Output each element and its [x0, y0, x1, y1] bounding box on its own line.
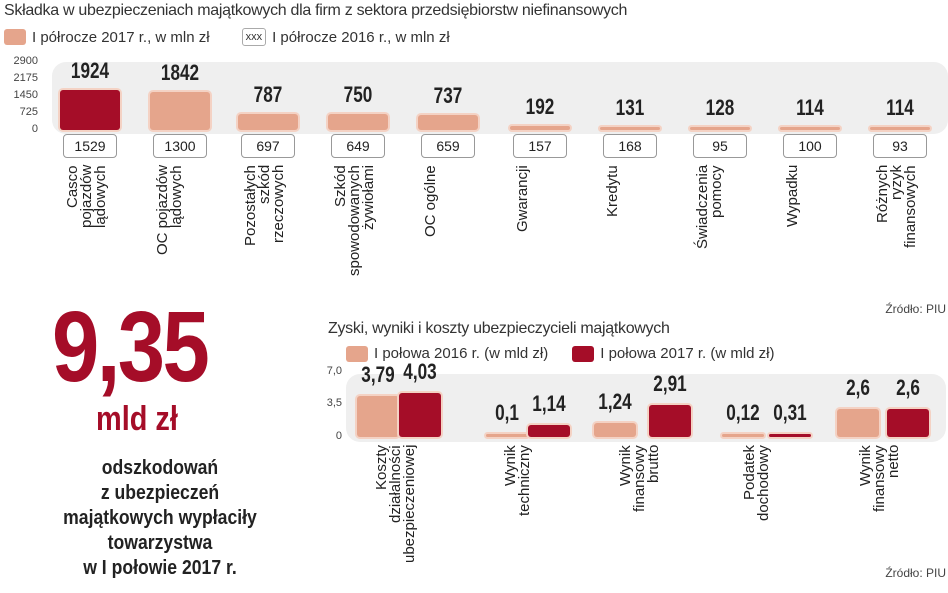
bar-2017 [399, 393, 441, 437]
value-label-2017: 737 [433, 82, 463, 108]
bar-2016 [837, 408, 879, 437]
bar-2017 [510, 126, 570, 130]
category-label: Wynik techniczny [502, 445, 533, 516]
category-label: OC ogólne [422, 165, 439, 237]
y-tick-label: 2900 [13, 55, 38, 67]
category-label: Casco pojazdów lądowych [64, 165, 109, 229]
value-label-2017: 0,31 [773, 399, 807, 425]
value-label-2016: 3,79 [361, 361, 395, 387]
legend-marker-2016: xxx [241, 28, 267, 46]
value-label-2016: 95 [693, 134, 747, 158]
value-label-2017: 128 [705, 95, 735, 120]
bar-2017 [60, 90, 120, 130]
bar-2017 [887, 408, 929, 437]
value-label-2017: 4,03 [403, 359, 437, 384]
bar-2017 [780, 127, 840, 130]
value-label-2016: 0,12 [726, 400, 760, 425]
legend-label-2016: I półrocze 2016 r., w mln zł [272, 28, 450, 46]
value-label-2017: 131 [615, 95, 645, 120]
value-label-2016: 1529 [63, 134, 117, 158]
bar-2016 [722, 434, 764, 437]
value-label-2017: 114 [886, 95, 914, 120]
bar-2017 [528, 424, 570, 437]
legend-label-2016: I połowa 2016 r. (w mld zł) [374, 345, 549, 362]
y-tick-label: 1450 [13, 89, 38, 101]
bar-2017 [649, 405, 691, 437]
bottom-chart-title: Zyski, wyniki i koszty ubezpieczycieli m… [328, 320, 670, 337]
y-tick-label: 2175 [13, 72, 38, 84]
bar-2016 [357, 395, 399, 437]
category-label: Wynik finansowy netto [857, 445, 902, 512]
legend-swatch-2016 [346, 345, 368, 362]
y-tick-label: 7,0 [326, 365, 342, 377]
top-chart-title: Składka w ubezpieczeniach majątkowych dl… [4, 2, 628, 19]
highlight-value: 9,35 [52, 291, 210, 403]
category-label: Szkód spowodowanych żywiołami [332, 165, 377, 276]
value-label-2016: 93 [873, 134, 927, 158]
bar-2017 [238, 113, 298, 130]
value-label-2016: 697 [241, 134, 295, 158]
value-label-2016: 659 [421, 134, 475, 158]
bottom-legend: I połowa 2016 r. (w mld zł) I połowa 201… [346, 345, 775, 362]
y-tick-label: 3,5 [326, 397, 342, 409]
value-label-2016: 100 [783, 134, 837, 158]
category-label: Koszty działalności ubezpieczeniowej [373, 445, 418, 564]
bar-2017 [769, 433, 811, 437]
category-label: Gwarancji [514, 165, 531, 232]
value-label-2016: 2,6 [846, 374, 870, 400]
value-label-2017: 750 [343, 82, 373, 108]
value-label-2016: 649 [331, 134, 385, 158]
legend-swatch-2017 [4, 29, 26, 45]
value-label-2017: 1924 [70, 58, 110, 83]
value-label-2017: 1842 [160, 59, 200, 85]
y-tick-label: 0 [31, 123, 38, 135]
category-label: Kredytu [604, 165, 621, 217]
value-label-2016: 0,1 [495, 400, 519, 425]
legend-label-2017: I połowa 2017 r. (w mld zł) [600, 345, 775, 362]
legend-swatch-2017 [572, 345, 595, 362]
y-tick-label: 0 [335, 430, 342, 442]
legend-label-2017: I półrocze 2017 r., w mln zł [32, 28, 210, 46]
bar-2016 [486, 434, 528, 437]
value-label-2016: 157 [513, 134, 567, 158]
top-source: Źródło: PIU [885, 302, 946, 316]
bar-2017 [150, 91, 210, 130]
category-label: Podatek dochodowy [740, 445, 772, 521]
highlight-text: odszkodowań z ubezpieczeń majątkowych wy… [63, 457, 257, 579]
top-legend: I półrocze 2017 r., w mln zł xxx I półro… [4, 28, 450, 46]
category-label: Świadczenia pomocy [694, 165, 725, 250]
value-label-2017: 192 [525, 94, 555, 119]
category-label: Wypadku [784, 165, 801, 228]
value-label-2016: 1,24 [598, 389, 632, 415]
bar-2017 [870, 127, 930, 130]
value-label-2017: 2,91 [653, 371, 687, 397]
category-label: Pozostałych szkód rzeczowych [242, 165, 287, 246]
bar-2017 [328, 114, 388, 130]
value-label-2016: 1300 [153, 134, 207, 158]
value-label-2016: 168 [603, 134, 657, 158]
bar-2017 [600, 127, 660, 130]
value-label-2017: 2,6 [896, 374, 920, 400]
value-label-2017: 787 [253, 81, 283, 107]
bar-2017 [690, 127, 750, 130]
bar-2016 [594, 423, 636, 437]
category-label: OC pojazdów lądowych [154, 165, 185, 256]
category-label: Różnych ryzyk finansowych [874, 165, 919, 248]
highlight-unit: mld zł [96, 400, 178, 438]
y-tick-label: 725 [19, 106, 38, 118]
value-label-2017: 1,14 [532, 390, 566, 416]
value-label-2017: 114 [796, 95, 824, 120]
bar-2017 [418, 114, 478, 130]
bottom-source: Źródło: PIU [885, 566, 946, 580]
category-label: Wynik finansowy brutto [616, 445, 662, 512]
